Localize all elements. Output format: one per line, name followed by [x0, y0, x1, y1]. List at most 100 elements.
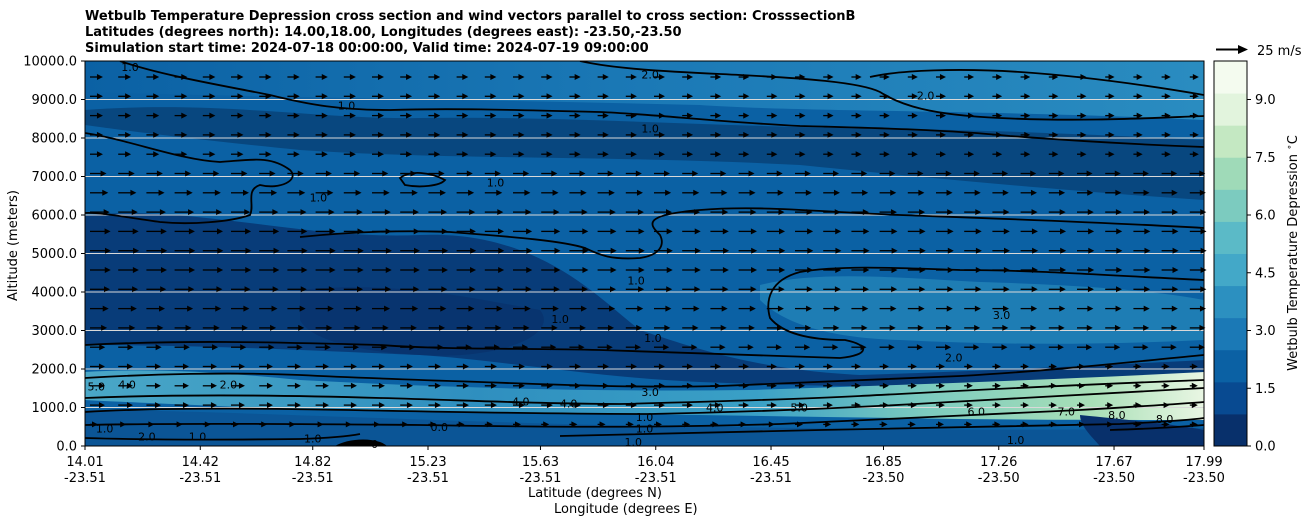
wind-vector: [541, 247, 561, 254]
wind-vector: [879, 112, 890, 119]
wind-vector: [90, 209, 110, 216]
wind-vector: [118, 209, 138, 216]
y-tick-label: 3000.0: [32, 324, 78, 339]
wind-vector: [823, 324, 840, 331]
wind-vector: [90, 170, 107, 177]
wind-vector: [484, 382, 497, 389]
wind-vector: [682, 74, 694, 80]
wind-vector: [343, 189, 362, 196]
wind-vector: [738, 74, 750, 80]
wind-vector: [90, 324, 108, 331]
wind-vector: [428, 402, 441, 409]
wind-vector: [174, 74, 188, 80]
colorbar-tick-label: 0.0: [1255, 440, 1276, 455]
wind-vector: [1020, 209, 1038, 216]
wind-vector: [456, 382, 469, 389]
chart-title-line-1: Wetbulb Temperature Depression cross sec…: [85, 9, 856, 24]
wind-vector: [1133, 74, 1143, 80]
wind-vector: [541, 363, 553, 370]
wind-vector: [1189, 305, 1206, 312]
wind-vector: [231, 151, 244, 158]
wind-vector: [654, 228, 673, 235]
wind-vector: [992, 112, 1003, 119]
colorbar-segment: [1214, 93, 1247, 126]
wind-vector: [1105, 189, 1122, 196]
wind-vector: [1105, 112, 1115, 119]
wind-vector: [738, 93, 750, 100]
wind-vector: [936, 267, 954, 273]
wind-vector: [400, 402, 413, 409]
wind-vector: [795, 363, 805, 370]
wind-vector: [1077, 267, 1095, 273]
wind-vector: [484, 402, 497, 409]
altitude-gridlines: [85, 99, 1204, 408]
wind-vector: [315, 209, 335, 216]
wind-vector: [231, 324, 248, 331]
wind-vector: [287, 363, 301, 370]
wind-vector: [1077, 247, 1095, 254]
wind-vector: [1048, 267, 1067, 273]
wind-vector: [992, 228, 1010, 235]
wind-vector: [146, 151, 160, 158]
wind-vector: [484, 151, 497, 158]
contour-label: 5.0: [87, 380, 105, 393]
wind-vector: [597, 228, 617, 235]
wind-vector: [343, 382, 357, 389]
wind-vector: [1133, 228, 1151, 235]
wind-vector: [1020, 421, 1029, 428]
wind-vector: [1189, 324, 1206, 331]
y-tick-label: 9000.0: [32, 93, 78, 108]
wind-vector: [174, 363, 189, 370]
wind-vector: [202, 93, 216, 100]
wind-vector: [823, 170, 840, 177]
wind-vector: [372, 131, 384, 138]
wind-vector: [1020, 131, 1031, 138]
wind-vector: [879, 170, 896, 177]
wind-vector: [569, 402, 581, 409]
colorbar-segment: [1214, 221, 1247, 254]
wind-vector: [372, 402, 385, 409]
wind-vector: [625, 324, 643, 331]
wind-vector: [879, 228, 898, 235]
wind-vector: [372, 209, 391, 216]
wind-vector: [174, 131, 188, 138]
wind-vector: [1020, 363, 1029, 370]
wind-vector: [625, 112, 637, 119]
wind-vector: [710, 344, 726, 351]
wind-vector: [738, 247, 758, 254]
wind-vector: [315, 131, 328, 138]
wind-vector: [456, 267, 477, 273]
wind-vector: [146, 344, 162, 351]
wind-vector: [1020, 93, 1031, 100]
wind-vector: [823, 228, 842, 235]
wind-vector: [541, 74, 553, 80]
wind-vector: [738, 170, 755, 177]
wind-vector: [428, 344, 444, 351]
wind-vector: [738, 363, 749, 370]
wind-vector: [146, 209, 166, 216]
colorbar-tick-label: 3.0: [1255, 324, 1276, 339]
colorbar-frame: [1213, 60, 1248, 447]
colorbar-tick-label: 9.0: [1255, 93, 1276, 108]
wind-vector: [795, 267, 814, 273]
wind-vector: [400, 228, 420, 235]
wind-vector: [795, 247, 814, 254]
wind-vector: [992, 131, 1003, 138]
colorbar-label: Wetbulb Temperature Depression ∘C: [1285, 135, 1301, 371]
wind-vector: [964, 112, 975, 119]
wind-vector: [738, 228, 757, 235]
x-tick-label-lat: 14.42: [182, 455, 219, 470]
wind-vector: [174, 305, 194, 312]
wind-vector: [964, 170, 980, 177]
wind-vector: [597, 247, 617, 254]
y-tick-label: 5000.0: [32, 247, 78, 262]
wind-vector: [654, 247, 673, 254]
wind-vector: [513, 189, 531, 196]
wind-vector: [90, 421, 98, 428]
wind-vector: [936, 131, 946, 138]
wind-vector: [907, 247, 926, 254]
wind-vector: [174, 421, 183, 428]
wind-vector: [992, 402, 1001, 409]
wind-vector: [879, 382, 889, 389]
wind-vector: [315, 74, 328, 80]
